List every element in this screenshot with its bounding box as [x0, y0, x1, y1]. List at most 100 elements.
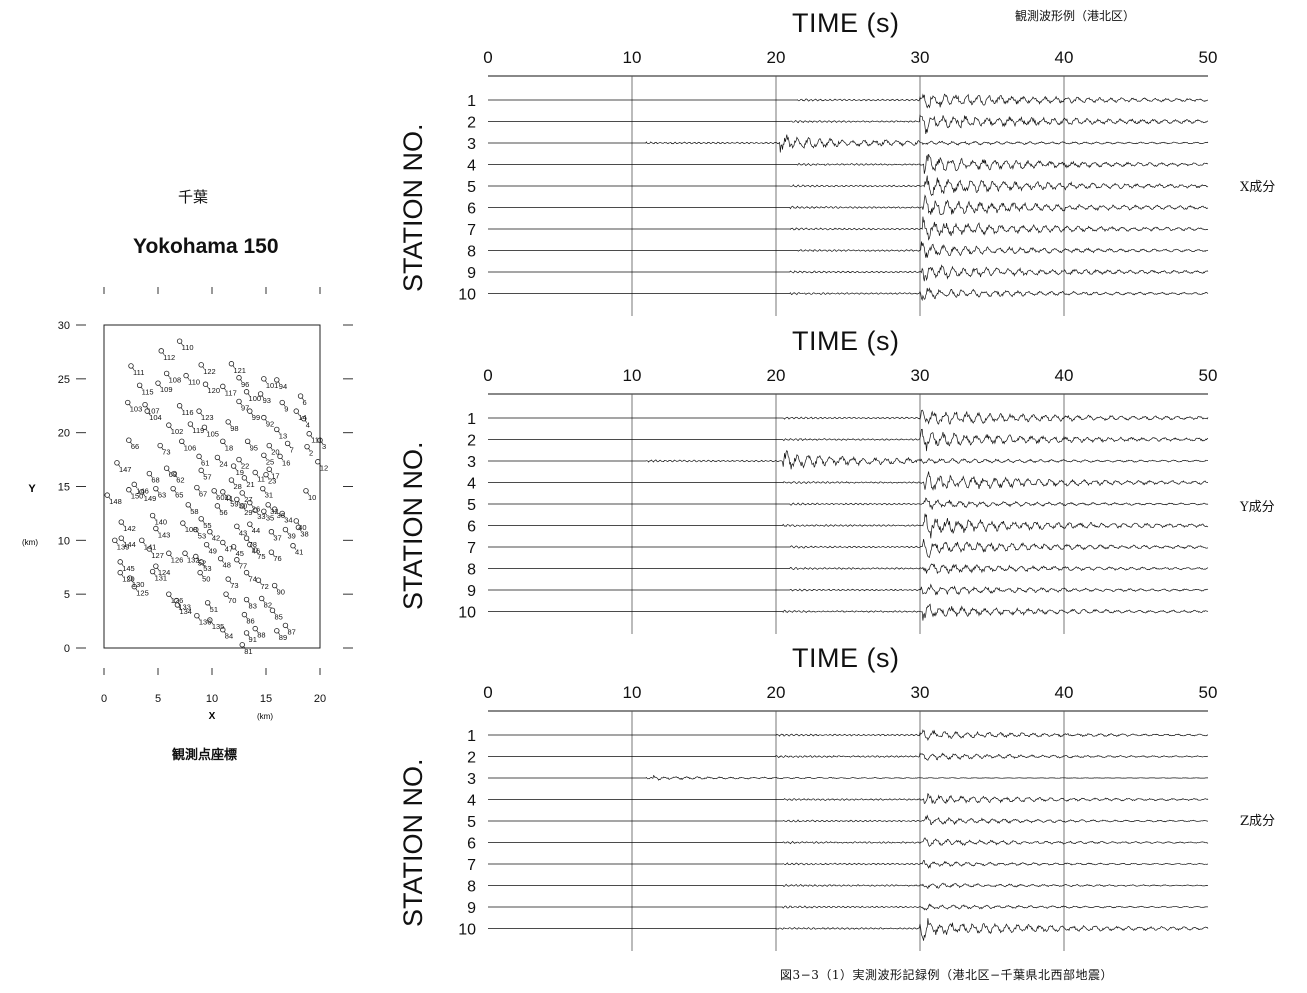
station-marker: 86 — [241, 611, 255, 626]
station-leader — [157, 530, 160, 533]
station-dot — [236, 456, 242, 463]
station-marker: 4 — [301, 415, 310, 430]
station-leader — [288, 445, 291, 448]
station-label: 109 — [160, 385, 173, 394]
station-marker: 43 — [234, 523, 247, 537]
station-label: 143 — [158, 530, 171, 539]
station-label: 41 — [225, 494, 233, 503]
station-label: 12 — [320, 464, 328, 473]
station-label: 63 — [158, 491, 166, 500]
station-label: 117 — [225, 388, 237, 397]
station-leader — [221, 560, 224, 563]
station-label: 140 — [155, 518, 168, 527]
station-leader — [294, 547, 297, 550]
station-label: 68 — [151, 476, 159, 485]
station-dot — [196, 453, 202, 460]
station-label: 75 — [257, 552, 265, 561]
station-dot — [171, 470, 177, 477]
station-dot — [274, 628, 280, 634]
station-dot — [247, 408, 253, 414]
station-leader — [297, 412, 300, 416]
station-label: 47 — [225, 544, 233, 553]
waveform-trace-4 — [488, 793, 1209, 805]
station-dot — [128, 363, 134, 369]
station-marker: 16 — [277, 453, 290, 467]
station-label: 82 — [264, 600, 272, 609]
station-marker: 60 — [211, 488, 225, 502]
station-label: 30 — [239, 501, 247, 510]
station-label: 90 — [277, 588, 285, 597]
station-marker: 59 — [225, 494, 239, 508]
station-marker: 120 — [202, 381, 220, 395]
station-dot — [153, 563, 159, 569]
station-label: 40 — [298, 523, 306, 532]
map-x-unit: (km) — [257, 712, 273, 721]
waveform-trace-3 — [488, 134, 1209, 153]
map-x-tick-label: 20 — [314, 693, 326, 705]
waveform-trace-10 — [488, 287, 1209, 302]
station-marker: 2 — [304, 443, 313, 458]
station-label: 111 — [133, 368, 144, 377]
station-label: 50 — [202, 575, 210, 584]
station-leader — [243, 507, 246, 511]
station-leader — [245, 616, 248, 619]
station-marker: 146 — [131, 481, 149, 495]
station-leader — [135, 588, 138, 591]
station-leader — [265, 456, 268, 460]
waveform-trace-8 — [488, 241, 1209, 258]
map-y-tick-label: 5 — [64, 589, 70, 601]
station-leader — [122, 523, 125, 527]
station-label: 135 — [212, 622, 225, 631]
station-leader — [202, 471, 205, 475]
station-leader — [170, 426, 173, 430]
station-dot — [239, 642, 245, 648]
station-label: 59 — [230, 499, 238, 508]
station-dot — [266, 466, 272, 472]
station-dot — [166, 591, 172, 597]
station-dot — [202, 381, 209, 387]
station-leader — [305, 420, 308, 423]
station-marker: 7 — [284, 440, 294, 454]
station-tick-label: 5 — [467, 814, 476, 831]
station-marker: 110 — [176, 338, 194, 352]
station-tick-label: 10 — [458, 922, 476, 939]
station-label: 126 — [171, 555, 184, 564]
station-dot — [118, 519, 124, 525]
station-tick-label: 1 — [467, 411, 476, 428]
station-marker: 139 — [112, 537, 129, 551]
station-dot — [239, 490, 245, 496]
station-dot — [149, 568, 156, 575]
station-leader — [215, 492, 218, 496]
station-leader — [270, 447, 273, 450]
station-tick-label: 3 — [467, 454, 476, 471]
station-label: 78 — [249, 540, 257, 549]
station-marker: 112 — [158, 348, 175, 362]
station-dot — [282, 526, 289, 533]
station-leader — [240, 461, 243, 464]
station-dot — [217, 555, 224, 562]
station-label: 122 — [203, 367, 216, 376]
station-leader — [116, 541, 119, 545]
station-leader — [143, 541, 146, 545]
station-label: 14 — [298, 413, 306, 422]
station-dot — [261, 508, 267, 514]
station-leader — [206, 385, 209, 389]
station-label: 108 — [185, 525, 198, 534]
station-dot — [223, 591, 229, 597]
station-label: 67 — [199, 490, 207, 499]
station-marker: 102 — [166, 422, 183, 436]
station-dot — [260, 485, 266, 492]
station-leader — [229, 580, 232, 584]
station-map-panel: 千葉 Yokohama 150 0 5 10 15 20 25 30 0 5 10 15 20 Y (km… — [0, 0, 370, 993]
station-tick-label: 10 — [458, 605, 476, 622]
station-label: 55 — [203, 521, 211, 530]
station-dot — [247, 521, 253, 527]
station-label: 129 — [122, 575, 135, 584]
station-marker: 70 — [223, 591, 236, 605]
station-label: 98 — [230, 424, 238, 433]
station-label: 31 — [265, 491, 273, 500]
station-dot — [244, 438, 251, 444]
station-leader — [251, 504, 254, 507]
station-marker: 126 — [166, 591, 183, 605]
